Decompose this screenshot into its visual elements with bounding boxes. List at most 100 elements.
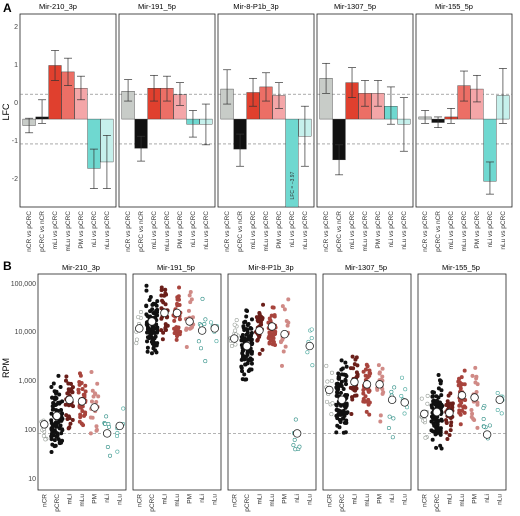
sample-dot <box>55 433 60 438</box>
sample-dot <box>175 301 180 306</box>
sample-dot <box>134 337 139 342</box>
sample-dot <box>381 390 386 395</box>
group-label: pCRC <box>339 494 346 512</box>
sample-dot <box>345 410 350 415</box>
sample-dot <box>83 410 88 415</box>
median-marker <box>375 380 384 389</box>
sample-dot <box>233 328 238 333</box>
sample-dot <box>329 370 334 375</box>
sample-dot <box>159 306 164 311</box>
facet-title: Mir-191_5p <box>157 263 195 272</box>
sample-dot <box>329 378 334 383</box>
sample-dot <box>450 405 455 410</box>
sample-dot <box>305 350 310 355</box>
median-marker <box>470 393 479 402</box>
sample-dot <box>68 421 73 426</box>
sample-dot <box>54 422 59 427</box>
sample-dot <box>254 315 259 320</box>
group-label: pCRC <box>54 494 61 512</box>
sample-dot <box>474 390 479 395</box>
sample-dot <box>149 351 154 356</box>
comparison-label: PM vs pCRC <box>177 211 184 249</box>
sample-dot <box>457 408 462 413</box>
sample-dot <box>366 388 371 393</box>
group-label: pCRC <box>434 494 441 512</box>
sample-dot <box>386 426 391 431</box>
comparison-label: mLu vs pCRC <box>65 211 72 252</box>
comparison-label: mLi vs pCRC <box>151 211 158 250</box>
sample-dot <box>154 350 159 355</box>
sample-dot <box>363 394 368 399</box>
median-marker <box>40 420 49 429</box>
sample-dot <box>257 351 262 356</box>
sample-dot <box>487 423 492 428</box>
comparison-label: mLi vs pCRC <box>349 211 356 250</box>
sample-dot <box>172 318 177 323</box>
sample-dot <box>104 414 109 419</box>
sample-dot <box>344 364 349 369</box>
sample-dot <box>324 399 329 404</box>
sample-dot <box>345 393 350 398</box>
sample-dot <box>435 422 440 427</box>
sample-dot <box>439 417 444 422</box>
sample-dot <box>203 359 208 364</box>
sample-dot <box>446 404 451 409</box>
sample-dot <box>70 390 75 395</box>
group-label: nCR <box>136 494 143 507</box>
sample-dot <box>469 408 474 413</box>
sample-dot <box>335 423 340 428</box>
comparison-label: nCR vs pCRC <box>26 211 33 252</box>
sample-dot <box>172 331 177 336</box>
sample-dot <box>309 336 314 341</box>
sample-dot <box>214 339 219 344</box>
sample-dot <box>208 320 213 325</box>
sample-dot <box>350 354 355 359</box>
sample-dot <box>282 307 287 312</box>
sample-dot <box>470 411 475 416</box>
sample-dot <box>50 395 55 400</box>
sample-dot <box>41 433 46 438</box>
sample-dot <box>78 415 83 420</box>
sample-dot <box>344 382 349 387</box>
sample-dot <box>334 430 339 435</box>
sample-dot <box>330 401 335 406</box>
group-label: nLi <box>389 494 396 503</box>
sample-dot <box>378 419 383 424</box>
sample-dot <box>291 443 296 448</box>
facet-title: Mir-8-P1b_3p <box>233 2 278 11</box>
sample-dot <box>447 433 452 438</box>
sample-dot <box>361 369 366 374</box>
lfc-bar <box>285 118 299 208</box>
sample-dot <box>77 419 82 424</box>
comparison-label: nCR vs pCRC <box>224 211 231 252</box>
sample-dot <box>177 285 182 290</box>
median-marker <box>305 341 314 351</box>
panel-b-ytick: 1,000 <box>18 378 36 385</box>
sample-dot <box>495 391 500 396</box>
sample-dot <box>340 416 345 421</box>
sample-dot <box>445 436 450 441</box>
sample-dot <box>52 444 57 449</box>
facet-title: Mir-155_5p <box>435 2 473 11</box>
sample-dot <box>234 318 239 323</box>
sample-dot <box>378 413 383 418</box>
sample-dot <box>240 377 245 382</box>
sample-dot <box>88 431 93 436</box>
sample-dot <box>434 445 439 450</box>
comparison-label: nCR vs pCRC <box>422 211 429 252</box>
group-label: mLu <box>459 494 466 507</box>
comparison-label: PM vs pCRC <box>375 211 382 249</box>
sample-dot <box>58 384 63 389</box>
sample-dot <box>438 443 443 448</box>
sample-dot <box>335 390 340 395</box>
sample-dot <box>473 380 478 385</box>
sample-dot <box>245 352 250 357</box>
sample-dot <box>458 383 463 388</box>
median-marker <box>337 395 347 405</box>
sample-dot <box>435 428 440 433</box>
sample-dot <box>49 434 54 439</box>
group-label: PM <box>377 494 384 504</box>
sample-dot <box>187 326 192 331</box>
sample-dot <box>350 385 355 390</box>
sample-dot <box>148 295 153 300</box>
